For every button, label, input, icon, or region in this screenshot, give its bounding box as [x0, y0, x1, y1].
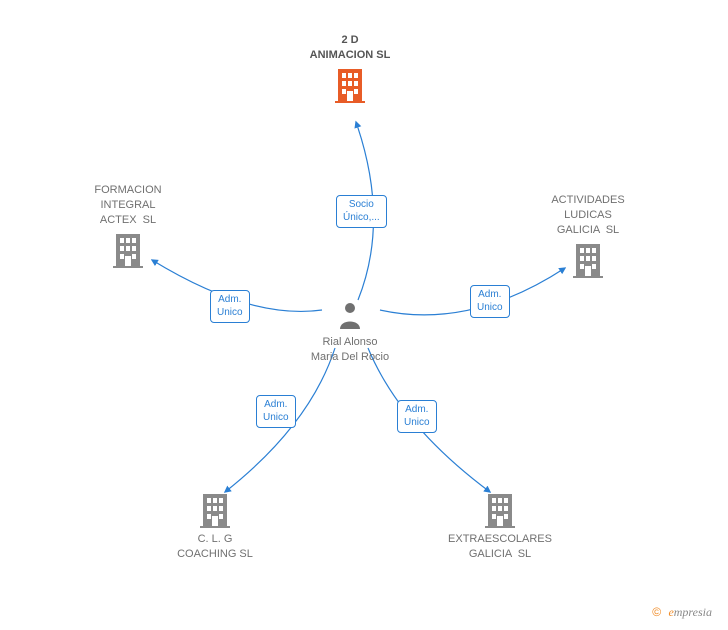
- company-node-label: C. L. G COACHING SL: [145, 532, 285, 562]
- building-icon: [200, 492, 230, 528]
- company-node-label: FORMACION INTEGRAL ACTEX SL: [58, 183, 198, 228]
- copyright-symbol: ©: [652, 605, 661, 619]
- building-icon: [113, 232, 143, 268]
- edge-label: Adm. Unico: [256, 395, 296, 428]
- edge-label: Adm. Unico: [470, 285, 510, 318]
- edge-label: Adm. Unico: [210, 290, 250, 323]
- building-icon: [485, 492, 515, 528]
- company-node-label: EXTRAESCOLARES GALICIA SL: [430, 532, 570, 562]
- watermark: © empresia: [652, 605, 712, 620]
- person-icon: [338, 301, 362, 329]
- brand-rest: mpresia: [674, 605, 712, 619]
- company-node-label: ACTIVIDADES LUDICAS GALICIA SL: [518, 193, 658, 238]
- building-icon: [335, 67, 365, 103]
- building-icon: [573, 242, 603, 278]
- company-node-label: 2 D ANIMACION SL: [280, 33, 420, 63]
- edge-label: Socio Único,...: [336, 195, 387, 228]
- edge-label: Adm. Unico: [397, 400, 437, 433]
- center-node-label: Rial Alonso Maria Del Rocio: [310, 335, 390, 365]
